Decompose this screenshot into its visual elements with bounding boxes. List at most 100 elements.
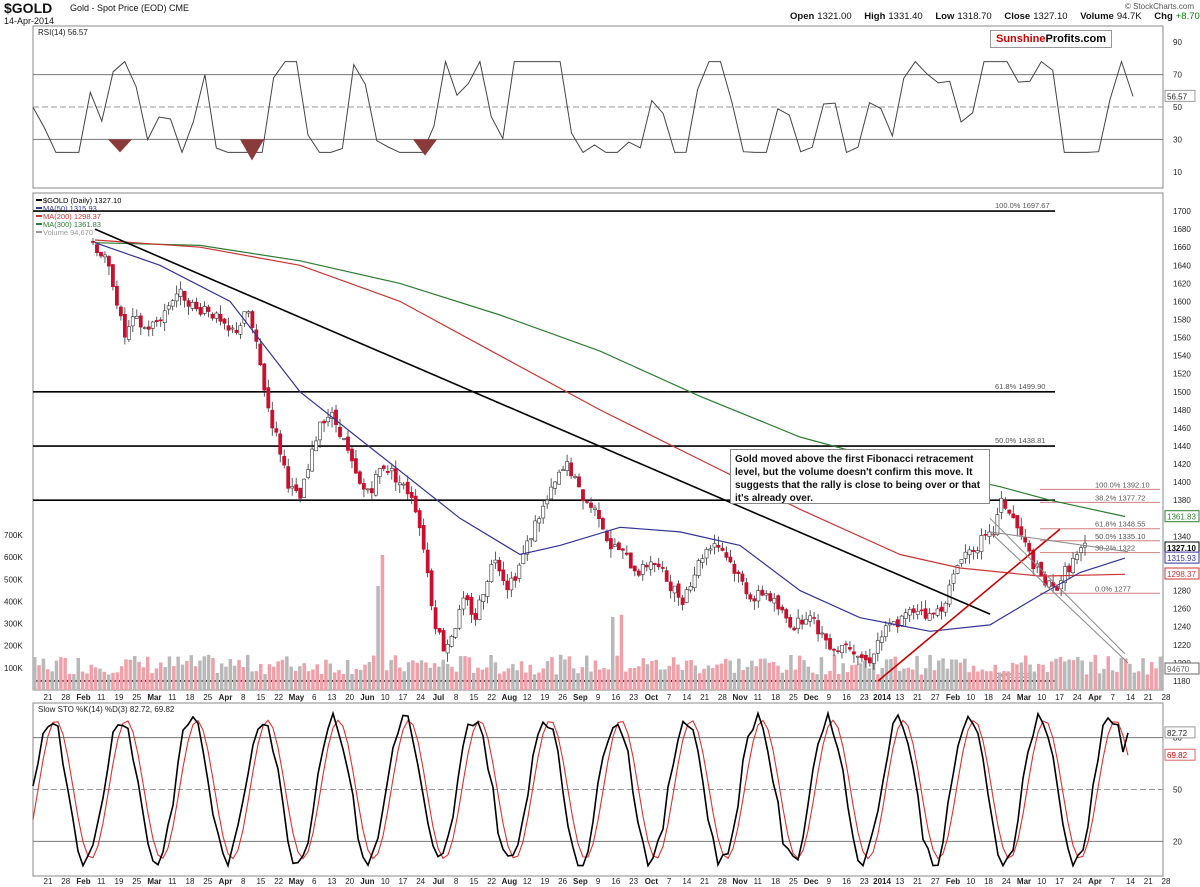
- candle-body: [608, 538, 613, 550]
- volume-bar: [1089, 661, 1093, 690]
- volume-bar: [602, 668, 606, 690]
- stoch-x-label: 28: [718, 877, 727, 886]
- volume-bar: [802, 660, 806, 690]
- volume-bar: [289, 666, 293, 690]
- stoch-x-label: Apr: [1088, 877, 1102, 886]
- price-x-label: Apr: [219, 693, 233, 702]
- volume-bar: [454, 671, 459, 690]
- candle-body: [357, 471, 362, 484]
- rsi-panel-frame: [32, 25, 1164, 189]
- volume-bar: [193, 666, 198, 690]
- downtrend-line: [94, 228, 991, 615]
- candle-body: [660, 567, 665, 569]
- price-x-label: 7: [667, 693, 672, 702]
- candle-body: [883, 625, 888, 637]
- volume-bar: [106, 674, 111, 690]
- candle-body: [780, 606, 785, 611]
- volume-bar: [133, 656, 137, 690]
- volume-bar: [372, 655, 376, 690]
- volume-bar: [172, 666, 176, 690]
- volume-bar: [119, 666, 124, 690]
- candle-body: [744, 582, 749, 595]
- price-x-label: 7: [1111, 693, 1116, 702]
- volume-bar: [185, 661, 189, 690]
- price-x-label: 9: [827, 693, 832, 702]
- volume-bar: [498, 673, 502, 690]
- price-x-label: 21: [913, 693, 922, 702]
- candle-body: [963, 551, 968, 559]
- volume-bar: [637, 666, 641, 690]
- volume-bar: [437, 666, 441, 690]
- candle-body: [855, 655, 860, 658]
- volume-bar: [1058, 657, 1063, 690]
- price-x-label: 24: [1002, 693, 1011, 702]
- volume-bar: [393, 655, 398, 690]
- volume-bar: [1136, 671, 1141, 690]
- high-label: High: [864, 11, 886, 22]
- volume-bar: [932, 670, 937, 690]
- price-tick-label: 1660: [1173, 243, 1191, 252]
- stoch-x-label: Sep: [573, 877, 588, 886]
- volume-bar: [776, 665, 780, 690]
- volume-bar: [1041, 664, 1045, 690]
- candle-body: [628, 552, 633, 569]
- candle-body: [278, 433, 283, 455]
- price-x-label: 20: [345, 693, 354, 702]
- candle-body: [1067, 565, 1072, 573]
- candle-body: [469, 596, 474, 615]
- candle-body: [999, 497, 1004, 513]
- candle-body: [166, 305, 171, 310]
- candle-body: [222, 318, 227, 324]
- volume-bar: [259, 664, 263, 690]
- candle-body: [346, 436, 350, 451]
- volume-bar: [528, 664, 532, 690]
- stoch-d-line: [32, 719, 1129, 860]
- volume-bar: [789, 655, 793, 690]
- volume-bar: [845, 672, 850, 690]
- candle-body: [640, 563, 645, 575]
- candle-body: [234, 329, 239, 333]
- price-x-label: 11: [168, 693, 177, 702]
- stoch-tick-label: 20: [1173, 837, 1182, 846]
- volume-bar: [1063, 661, 1067, 690]
- volume-bar: [532, 674, 537, 690]
- volume-bar: [1097, 673, 1102, 690]
- candle-body: [250, 311, 255, 328]
- price-x-label: Mar: [1017, 693, 1031, 702]
- candle-body: [828, 638, 832, 650]
- candle-body: [1079, 547, 1083, 553]
- fib-level-label: 100.0% 1392.10: [1095, 480, 1150, 489]
- volume-bar: [641, 658, 645, 690]
- stoch-k-line: [32, 710, 1129, 869]
- volume-bar: [606, 669, 611, 690]
- volume-bar: [93, 667, 98, 690]
- candle-body: [832, 648, 836, 651]
- candle-body: [314, 440, 319, 452]
- candle-body: [493, 559, 498, 564]
- volume-bar: [37, 665, 41, 690]
- price-x-label: 8: [241, 693, 246, 702]
- stoch-d-box: [1164, 748, 1196, 761]
- candle-body: [298, 487, 303, 499]
- projection-line-3: [989, 531, 1129, 553]
- volume-bar: [971, 665, 976, 690]
- price-x-label: 23: [629, 693, 638, 702]
- volume-bar: [1123, 658, 1128, 690]
- candle-body: [290, 486, 295, 489]
- price-x-label: 25: [203, 693, 212, 702]
- stoch-x-label: Aug: [502, 877, 518, 886]
- volume-bar: [715, 664, 719, 690]
- volume-bar: [285, 656, 289, 690]
- volume-bar: [585, 655, 589, 690]
- volume-bar: [1141, 658, 1145, 690]
- candle-body: [708, 548, 713, 551]
- last-value-label: 1361.83: [1167, 513, 1196, 522]
- stoch-x-label: 15: [469, 877, 478, 886]
- volume-bar: [797, 655, 802, 690]
- last-value-label: 94670: [1167, 665, 1190, 674]
- candle-body: [808, 615, 813, 622]
- volume-bar: [758, 658, 763, 690]
- candle-body: [692, 574, 697, 588]
- stoch-x-label: Feb: [76, 877, 90, 886]
- stoch-x-label: 7: [1111, 877, 1116, 886]
